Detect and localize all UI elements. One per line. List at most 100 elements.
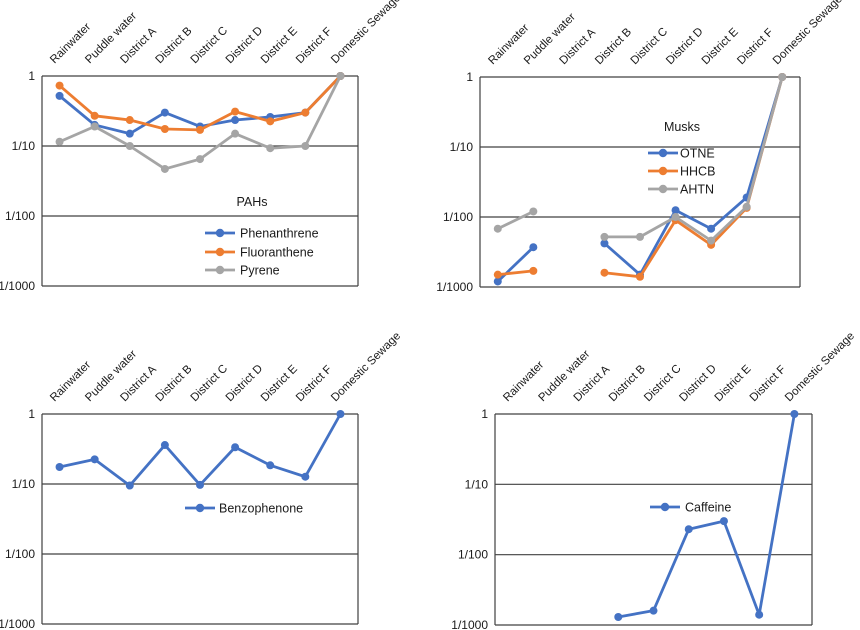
data-point-marker	[90, 455, 99, 464]
data-point-marker	[778, 73, 787, 81]
legend-label: HHCB	[680, 165, 715, 179]
x-axis-category-label: District F	[748, 364, 789, 405]
legend-marker	[215, 265, 225, 275]
data-point-marker	[160, 164, 169, 173]
x-axis-category-label: District B	[154, 25, 195, 66]
data-point-marker	[742, 202, 751, 211]
data-point-marker	[755, 610, 764, 619]
legend-label: OTNE	[680, 147, 715, 161]
x-axis-category-label: District C	[629, 26, 670, 67]
x-axis-category-label: District C	[189, 25, 230, 66]
y-axis-tick-label: 1/100	[443, 210, 473, 224]
legend-label: Fluoranthene	[240, 246, 314, 260]
data-point-marker	[529, 266, 538, 275]
series-line-otne	[496, 245, 535, 283]
x-axis-category-label: Domestic Sewage	[771, 0, 845, 67]
series-line-ahtn	[496, 210, 535, 231]
data-point-marker	[196, 480, 204, 489]
legend-label: Caffeine	[685, 501, 731, 515]
x-axis-category-label: District E	[259, 363, 300, 404]
data-point-marker	[266, 144, 275, 153]
series-line-fluoranthene	[58, 74, 342, 132]
data-point-marker	[196, 155, 204, 164]
data-point-marker	[636, 232, 644, 241]
data-point-marker	[336, 410, 345, 418]
x-axis-category-label: District D	[664, 26, 705, 67]
chart-pahs: 1 1/10 1/100 1/1000 Rainwater Puddle water Dis…	[0, 0, 430, 315]
data-point-marker	[125, 142, 134, 150]
data-point-marker	[55, 91, 64, 100]
data-point-marker	[529, 243, 538, 252]
series-line-ahtn	[603, 75, 784, 243]
data-point-marker	[231, 116, 240, 125]
data-point-marker	[707, 236, 716, 245]
legend-marker	[195, 503, 205, 513]
x-axis-category-label: District F	[294, 26, 335, 67]
x-axis-category-label: District B	[154, 363, 195, 404]
data-point-marker	[493, 270, 502, 279]
data-point-marker	[790, 410, 799, 418]
data-point-marker	[196, 125, 204, 134]
legend-marker	[658, 166, 668, 176]
x-axis-category-label: District D	[224, 363, 265, 404]
x-axis-category-label: Domestic Sewage	[329, 330, 403, 404]
data-point-marker	[671, 206, 680, 215]
data-point-marker	[600, 232, 609, 241]
x-axis-category-label: District E	[259, 25, 300, 66]
data-point-marker	[301, 142, 310, 150]
data-point-marker	[600, 268, 609, 277]
x-axis-category-label: District D	[677, 363, 718, 404]
legend-marker	[658, 148, 668, 158]
x-axis-category-label: District D	[224, 25, 265, 66]
chart-caffeine: 1 1/10 1/100 1/1000 Rainwater Puddle water Dis…	[430, 315, 860, 630]
data-point-marker	[614, 612, 623, 621]
data-point-marker	[336, 72, 345, 80]
data-point-marker	[684, 525, 693, 534]
x-axis-category-label: District B	[593, 26, 634, 67]
legend-marker	[658, 184, 668, 194]
data-point-marker	[707, 224, 716, 233]
y-axis-tick-label: 1	[481, 407, 488, 421]
data-point-marker	[719, 517, 728, 526]
data-point-marker	[55, 81, 64, 90]
series-line-hhcb	[496, 269, 535, 277]
data-point-marker	[600, 239, 609, 248]
data-point-marker	[90, 122, 99, 131]
y-axis-tick-label: 1	[28, 407, 35, 421]
series-line-otne	[603, 75, 784, 277]
y-axis-tick-label: 1/1000	[436, 280, 473, 294]
series-line-caffeine	[616, 412, 796, 619]
data-point-marker	[301, 472, 310, 481]
series-line-benzophenone	[58, 412, 342, 487]
x-axis-category-label: Domestic Sewage	[783, 330, 857, 404]
legend-marker	[215, 247, 225, 257]
data-point-marker	[529, 207, 538, 216]
x-axis-category-label: District B	[607, 363, 648, 404]
legend-marker	[660, 502, 670, 512]
x-axis-category-label: Domestic Sewage	[329, 0, 403, 66]
legend-title: PAHs	[236, 195, 267, 209]
chart-benzophenone: 1 1/10 1/100 1/1000 Rainwater Puddle water Dis…	[0, 315, 430, 630]
x-axis-category-label: District E	[700, 26, 741, 67]
legend-label: Pyrene	[240, 264, 280, 278]
x-axis-category-label: District E	[713, 363, 754, 404]
y-axis-tick-label: 1/10	[450, 140, 474, 154]
x-axis-category-label: District F	[735, 27, 776, 68]
data-point-marker	[55, 137, 64, 146]
y-axis-tick-label: 1/1000	[451, 618, 488, 630]
data-point-marker	[160, 124, 169, 133]
data-point-marker	[160, 441, 169, 450]
legend-title: Musks	[664, 120, 700, 134]
legend-marker	[215, 228, 225, 238]
y-axis-tick-label: 1	[28, 69, 35, 83]
y-axis-tick-label: 1/10	[12, 139, 36, 153]
y-axis-tick-label: 1/100	[5, 209, 35, 223]
data-point-marker	[125, 116, 134, 125]
legend-label: Benzophenone	[219, 502, 303, 516]
data-point-marker	[301, 108, 310, 117]
